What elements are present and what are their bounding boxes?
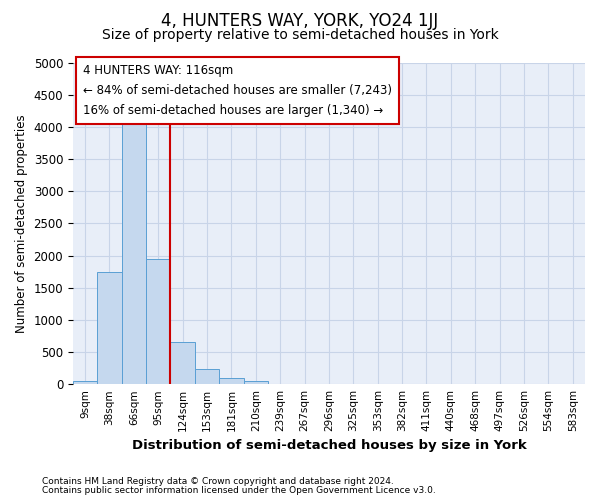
Bar [122,124,146,384]
Text: Contains HM Land Registry data © Crown copyright and database right 2024.: Contains HM Land Registry data © Crown c… [42,477,394,486]
Bar [195,368,219,384]
Bar [146,258,170,384]
X-axis label: Distribution of semi-detached houses by size in York: Distribution of semi-detached houses by … [131,440,526,452]
Bar [73,381,97,384]
Bar [170,342,195,384]
Text: Contains public sector information licensed under the Open Government Licence v3: Contains public sector information licen… [42,486,436,495]
Y-axis label: Number of semi-detached properties: Number of semi-detached properties [15,114,28,332]
Bar [97,272,122,384]
Bar [244,381,268,384]
Text: 4 HUNTERS WAY: 116sqm
← 84% of semi-detached houses are smaller (7,243)
16% of s: 4 HUNTERS WAY: 116sqm ← 84% of semi-deta… [83,64,392,117]
Text: 4, HUNTERS WAY, YORK, YO24 1JJ: 4, HUNTERS WAY, YORK, YO24 1JJ [161,12,439,30]
Text: Size of property relative to semi-detached houses in York: Size of property relative to semi-detach… [101,28,499,42]
Bar [219,378,244,384]
